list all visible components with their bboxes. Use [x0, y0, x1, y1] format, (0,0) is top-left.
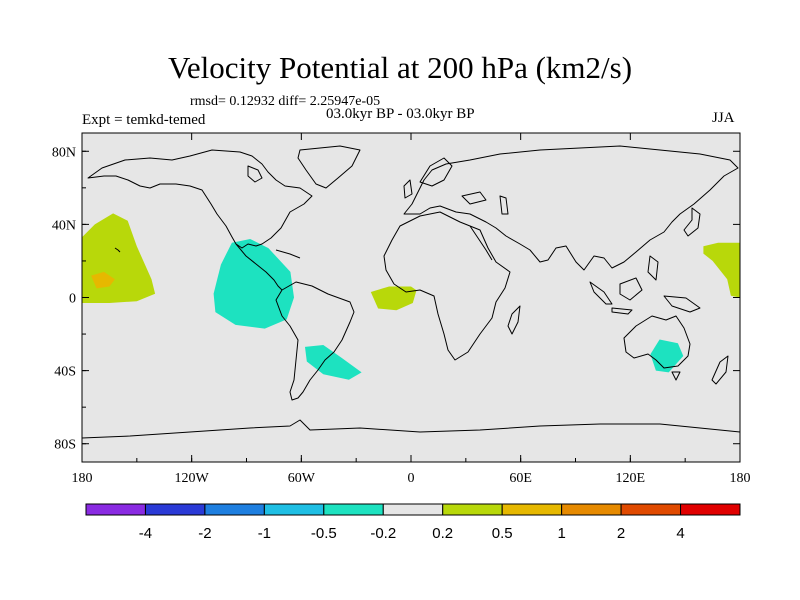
period-label: 03.0kyr BP - 03.0kyr BP [326, 106, 475, 122]
colorbar-swatch [442, 503, 503, 516]
colorbar-swatch [561, 503, 622, 516]
coastline-eurasia [403, 145, 739, 271]
x-tick-label: 60W [288, 471, 316, 486]
x-axis: 180 120W 60W 0 60E 120E 180 [72, 133, 751, 486]
region-south-atlantic-negative [305, 345, 362, 380]
colorbar-swatch [620, 503, 682, 516]
coastline-philippines [647, 255, 659, 281]
coastline-hudson-bay [247, 165, 263, 183]
coastline-new-guinea [663, 295, 701, 313]
x-tick-label: 180 [72, 471, 93, 486]
colorbar-label: -4 [139, 525, 152, 542]
coastline-sumatra [589, 281, 613, 305]
coastline-java [611, 307, 633, 315]
coastline-scandinavia [419, 157, 453, 187]
x-tick-label: 60E [509, 471, 532, 486]
region-gulf-of-guinea-positive [370, 286, 417, 311]
contour-regions [82, 213, 740, 380]
y-tick-label: 80N [52, 145, 76, 160]
colorbar-label: 2 [617, 525, 625, 542]
colorbar-swatch [501, 503, 563, 516]
coastline-japan [683, 207, 701, 237]
x-tick-label: 0 [408, 471, 415, 486]
coastline-central-america [235, 243, 283, 291]
colorbar-label: -1 [258, 525, 271, 542]
y-tick-label: 40S [54, 365, 76, 380]
coastline-north-america [87, 149, 313, 249]
colorbar-swatch [263, 503, 325, 516]
region-central-america-negative [213, 239, 294, 329]
coastline-black-sea [461, 191, 487, 205]
coastline-tasmania [671, 371, 681, 381]
stats-text: rmsd= 0.12932 diff= 2.25947e-05 [190, 94, 381, 109]
experiment-label: Expt = temkd-temed [82, 112, 206, 128]
coastline-madagascar [507, 305, 521, 335]
coastlines [82, 145, 740, 439]
colorbar-swatch [323, 503, 384, 516]
colorbar-label: 1 [557, 525, 565, 542]
region-central-pacific-core [91, 271, 115, 289]
coastline-borneo [619, 277, 643, 301]
coastline-australia [623, 315, 691, 369]
x-tick-label: 180 [730, 471, 751, 486]
coastline-britain [403, 179, 413, 199]
colorbar-label: 0.2 [432, 525, 453, 542]
coastline-red-sea [469, 225, 493, 261]
region-australia-negative [650, 339, 684, 373]
y-tick-label: 40N [52, 218, 76, 233]
colorbar-swatch [680, 503, 741, 516]
colorbar-label: -0.2 [370, 525, 396, 542]
colorbar-label: -2 [198, 525, 211, 542]
colorbar-swatch [144, 503, 206, 516]
chart-title: Velocity Potential at 200 hPa (km2/s) [167, 50, 633, 85]
colorbar-label: -0.5 [311, 525, 337, 542]
coastline-south-america [275, 281, 355, 401]
colorbar: -4 -2 -1 -0.5 -0.2 0.2 0.5 1 2 4 [85, 503, 741, 542]
colorbar-swatch [382, 503, 444, 516]
coastline-hawaii [114, 247, 121, 253]
colorbar-label: 0.5 [492, 525, 513, 542]
colorbar-swatch [85, 503, 146, 516]
coastline-caspian [499, 195, 509, 215]
x-tick-label: 120E [616, 471, 646, 486]
coastline-caribbean [275, 249, 301, 259]
y-tick-label: 80S [54, 438, 76, 453]
colorbar-swatch [204, 503, 265, 516]
coastline-africa [383, 211, 511, 361]
y-tick-label: 0 [69, 292, 76, 307]
region-west-pacific-positive [703, 242, 740, 298]
coastline-new-zealand [711, 355, 729, 385]
season-label: JJA [712, 110, 735, 126]
coastline-antarctica [82, 419, 740, 439]
x-tick-label: 120W [175, 471, 210, 486]
coastline-greenland [297, 145, 361, 189]
colorbar-label: 4 [676, 525, 684, 542]
y-axis: 80N 40N 0 40S 80S [52, 145, 740, 453]
